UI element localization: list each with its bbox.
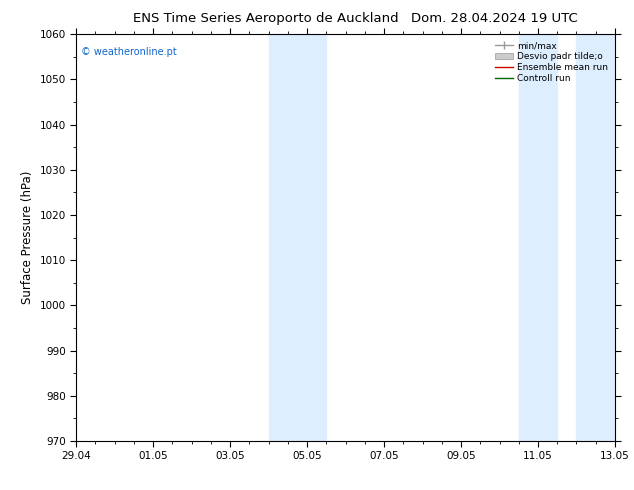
Text: © weatheronline.pt: © weatheronline.pt xyxy=(81,47,178,56)
Y-axis label: Surface Pressure (hPa): Surface Pressure (hPa) xyxy=(21,171,34,304)
Bar xyxy=(269,34,327,441)
Legend: min/max, Desvio padr tilde;o, Ensemble mean run, Controll run: min/max, Desvio padr tilde;o, Ensemble m… xyxy=(493,39,611,86)
Text: Dom. 28.04.2024 19 UTC: Dom. 28.04.2024 19 UTC xyxy=(411,12,578,25)
Text: ENS Time Series Aeroporto de Auckland: ENS Time Series Aeroporto de Auckland xyxy=(134,12,399,25)
Bar xyxy=(519,34,557,441)
Bar xyxy=(576,34,615,441)
